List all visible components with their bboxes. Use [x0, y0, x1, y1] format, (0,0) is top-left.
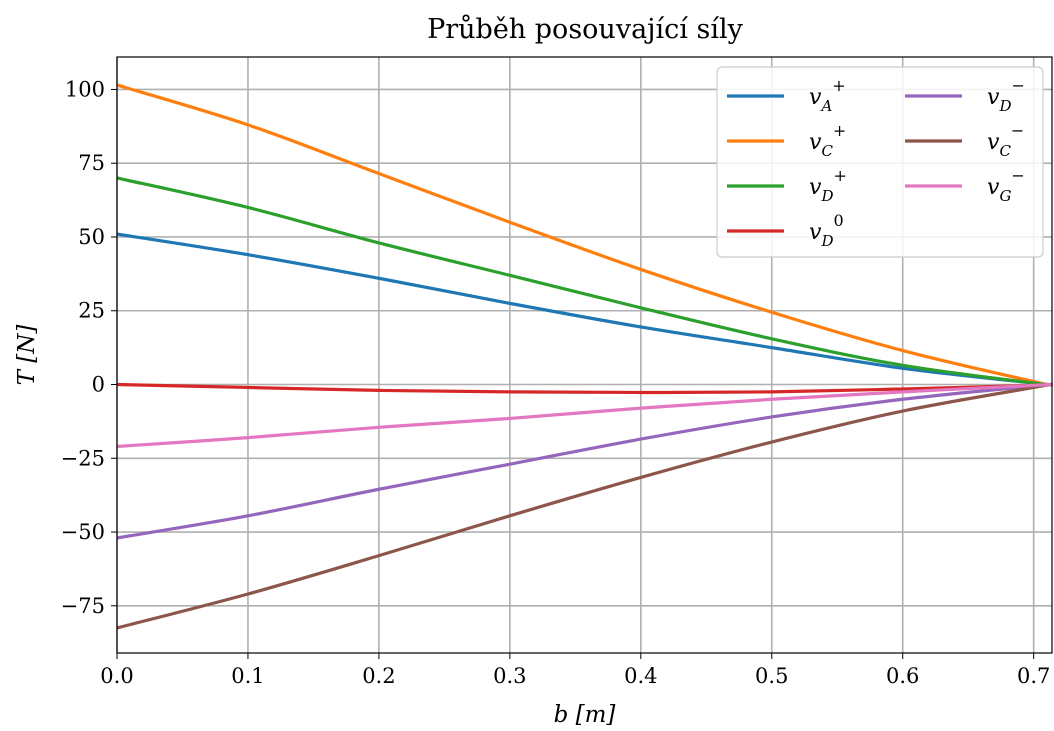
legend-label: vD0	[809, 211, 844, 250]
series-line-v-D-2	[116, 176, 1054, 387]
x-tick-label: 0.3	[493, 664, 526, 688]
legend-label: vC−	[987, 121, 1024, 160]
x-tick-label: 0.1	[231, 664, 264, 688]
series-line-v-C-1	[116, 83, 1054, 387]
y-tick-label: −75	[61, 594, 105, 618]
legend-label: vG−	[987, 166, 1025, 205]
chart-title: Průběh posouvající síly	[427, 13, 744, 45]
x-axis-label: b [m]	[554, 702, 616, 728]
x-tick-label: 0.6	[886, 664, 919, 688]
y-tick-label: 100	[65, 77, 105, 101]
y-tick-label: 50	[78, 225, 105, 249]
axis-ticks: 0.0 0.1 0.2 0.3 0.4 0.5 0.6 0.7 −75 −50 −25 0 25 50 75…	[61, 77, 1051, 688]
y-tick-label: 25	[78, 299, 105, 323]
x-tick-label: 0.0	[100, 664, 133, 688]
legend: vA+ vC+ vD+ vD0 vD− vC− vG−	[716, 66, 1044, 258]
y-tick-label: −50	[61, 520, 105, 544]
series-lines	[116, 83, 1054, 630]
plot-frame	[116, 56, 1053, 654]
legend-label: vC+	[809, 121, 846, 160]
y-tick-label: 0	[92, 373, 105, 397]
series-line-v-G-6	[116, 382, 1054, 449]
x-tick-label: 0.4	[624, 664, 657, 688]
y-tick-label: −25	[61, 446, 105, 470]
series-line-v-C-5	[116, 382, 1054, 630]
x-tick-label: 0.5	[755, 664, 788, 688]
legend-box	[716, 66, 1044, 258]
x-tick-label: 0.7	[1017, 664, 1050, 688]
legend-label: vD+	[809, 166, 847, 205]
legend-label: vA+	[809, 76, 846, 115]
series-line-v-D-4	[116, 382, 1054, 540]
y-tick-label: 75	[78, 151, 105, 175]
x-tick-label: 0.2	[362, 664, 395, 688]
y-axis-label: T [N]	[14, 325, 40, 386]
legend-label: vD−	[987, 76, 1025, 115]
